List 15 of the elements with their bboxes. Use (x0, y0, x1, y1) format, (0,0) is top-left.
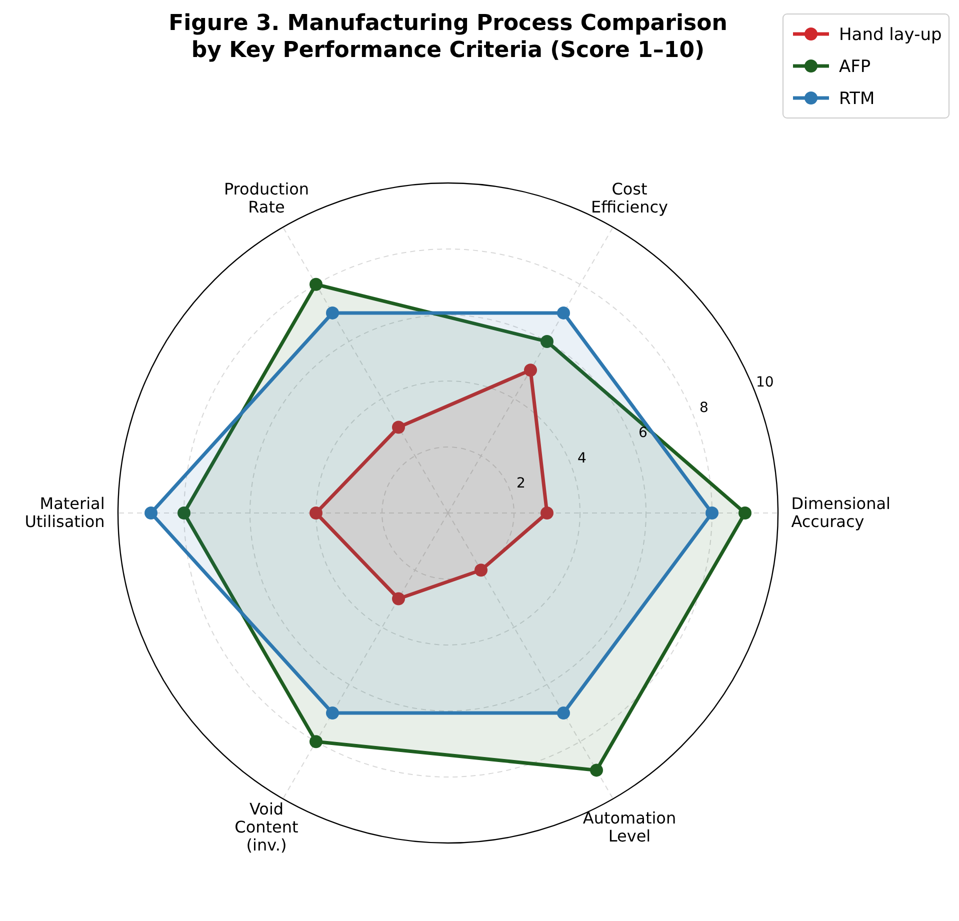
y-tick-label: 4 (577, 450, 586, 466)
spoke-label: Cost Efficiency (590, 180, 668, 217)
legend-label: RTM (839, 89, 875, 109)
spoke-label: Dimensional Accuracy (791, 494, 890, 531)
y-tick-label: 6 (638, 425, 648, 442)
legend-label: AFP (839, 57, 871, 77)
text: Figure 3. Manufacturing Process Comparison by Key Performance Criteria (Score 1–10) (168, 11, 728, 63)
legend-label: Hand lay-up (839, 25, 942, 45)
y-tick-label: 2 (516, 476, 526, 492)
spoke-label: Void Content (inv.) (234, 799, 298, 854)
spoke-label: Automation Level (582, 808, 676, 846)
spoke-label: Material Utilisation (24, 494, 105, 531)
spoke-label: Production Rate (224, 180, 310, 217)
y-tick-label: 10 (756, 374, 774, 391)
y-tick-label: 8 (699, 400, 708, 416)
